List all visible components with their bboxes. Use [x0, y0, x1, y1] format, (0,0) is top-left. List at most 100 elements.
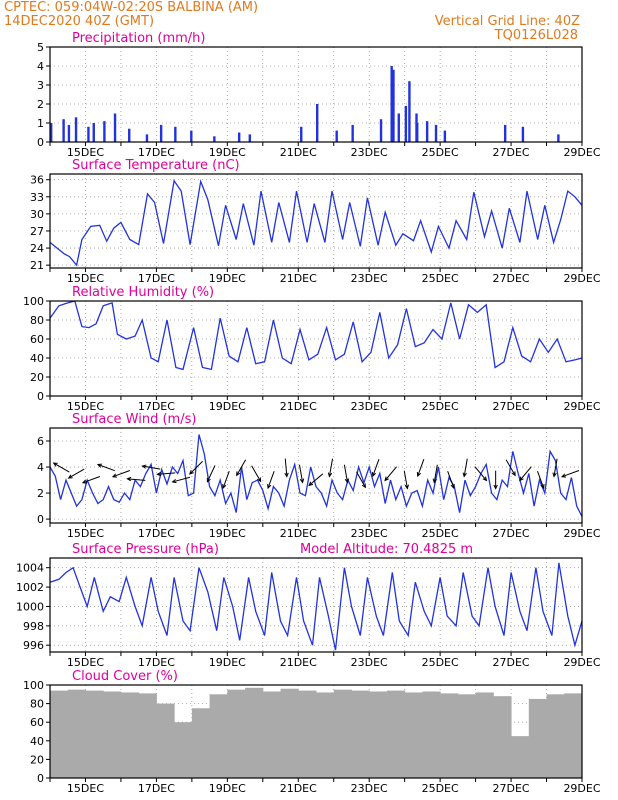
wind-arrow-shaft	[553, 458, 558, 477]
x-tick-label: 25DEC	[422, 527, 459, 540]
wind-arrow	[403, 470, 409, 490]
x-tick-label: 19DEC	[209, 146, 246, 159]
wind-arrow-shaft	[142, 465, 161, 470]
x-tick-label: 29DEC	[563, 146, 600, 159]
x-tick-label: 23DEC	[351, 146, 388, 159]
x-tick-label: 25DEC	[422, 146, 459, 159]
x-tick-label: 25DEC	[422, 782, 459, 795]
wind-arrow-head	[416, 472, 421, 478]
precip-bar	[392, 69, 395, 142]
cloud-bar	[280, 688, 299, 778]
wind-arrow-head	[384, 476, 389, 482]
precip-bar	[521, 126, 525, 142]
wind-arrow-shaft	[68, 468, 85, 479]
wind-arrow	[462, 458, 468, 478]
x-tick-label: 15DEC	[67, 782, 104, 795]
y-tick-label: 24	[30, 242, 44, 255]
cloud-bar	[262, 691, 282, 778]
wind-arrow	[493, 470, 498, 490]
wind-arrow-head	[560, 473, 567, 478]
x-tick-label: 29DEC	[563, 656, 600, 669]
wind-arrow	[537, 470, 545, 490]
cloud-bar	[528, 698, 548, 778]
cloud-bar	[298, 690, 317, 778]
x-tick-label: 27DEC	[493, 272, 530, 285]
wind-arrow	[267, 470, 275, 490]
x-tick-label: 19DEC	[209, 656, 246, 669]
wind-arrow-head	[156, 471, 162, 477]
wind-arrow-head	[267, 484, 272, 490]
cloud-bar	[475, 692, 494, 778]
panel-annotation: Model Altitude: 70.4825 m	[300, 542, 473, 557]
cloud-bar	[493, 696, 512, 778]
wind-arrow-shaft	[308, 473, 324, 486]
wind-arrow-head	[96, 463, 102, 468]
wind-arrow-shaft	[298, 464, 304, 483]
x-tick-label: 21DEC	[280, 400, 317, 413]
precip-bar	[62, 119, 65, 142]
precip-bar	[113, 113, 117, 142]
wind-arrow-shaft	[222, 470, 230, 489]
wind-arrow-head	[299, 478, 305, 484]
x-tick-label: 19DEC	[209, 272, 246, 285]
wind-arrow	[156, 471, 176, 477]
wind-arrow	[505, 459, 516, 477]
y-tick-label: 27	[30, 225, 44, 238]
wind-arrow-shaft	[157, 472, 176, 475]
panel-frame	[49, 684, 583, 779]
wind-arrow-head	[493, 484, 498, 490]
wind-arrow-shaft	[433, 464, 438, 483]
wind-arrow	[519, 466, 532, 482]
wind-arrow-head	[308, 481, 314, 487]
precip-bar	[408, 81, 411, 142]
x-tick-label: 29DEC	[563, 400, 600, 413]
wind-arrow-shaft	[505, 459, 516, 476]
wind-arrow-shaft	[206, 465, 216, 482]
precip-bar	[237, 132, 241, 142]
panel-frame	[49, 173, 583, 269]
cloud-bar	[85, 690, 104, 778]
x-tick-label: 17DEC	[138, 656, 175, 669]
precip-bar	[503, 124, 507, 142]
precip-bar	[416, 123, 419, 142]
precip-bar	[335, 130, 338, 142]
cloud-bar	[564, 693, 583, 778]
panel-frame	[49, 300, 583, 397]
wind-arrow-head	[462, 472, 467, 478]
wind-arrow-shaft	[172, 476, 191, 483]
wind-arrow	[384, 466, 398, 482]
y-tick-label: 0	[37, 772, 44, 785]
precip-bar	[92, 123, 95, 142]
precip-bar	[316, 104, 319, 142]
y-tick-label: 100	[23, 295, 44, 308]
x-tick-label: 27DEC	[493, 400, 530, 413]
wind-arrow	[552, 458, 558, 478]
wind-arrow-shaft	[267, 470, 275, 489]
wind-arrow-shaft	[384, 466, 398, 481]
wind-arrow-shaft	[343, 464, 348, 483]
y-tick-label: 40	[30, 352, 44, 365]
x-tick-label: 15DEC	[67, 400, 104, 413]
precip-bar	[67, 124, 71, 142]
x-tick-label: 23DEC	[351, 527, 388, 540]
header-model-id: TQ0126L028	[494, 28, 578, 43]
series-line	[49, 300, 583, 371]
wind-arrow	[474, 466, 488, 482]
y-tick-label: 6	[37, 435, 44, 448]
wind-arrow	[416, 458, 425, 478]
wind-arrow-shaft	[447, 470, 455, 489]
y-tick-label: 36	[30, 174, 44, 187]
wind-arrow-shaft	[112, 470, 130, 478]
x-tick-label: 19DEC	[209, 782, 246, 795]
cloud-bar	[386, 690, 406, 778]
cloud-bar	[103, 691, 122, 778]
panel-2: Surface Temperature (nC) 21 24 27 30 33 36 15DE…	[30, 158, 601, 285]
x-tick-label: 27DEC	[493, 782, 530, 795]
precip-bar	[557, 134, 560, 142]
x-tick-label: 17DEC	[138, 272, 175, 285]
y-tick-label: 60	[30, 333, 44, 346]
panel-title: Surface Pressure (hPa)	[72, 542, 219, 557]
y-tick-label: 80	[30, 698, 44, 711]
y-tick-label: 33	[30, 191, 44, 204]
y-tick-label: 100	[23, 679, 44, 692]
